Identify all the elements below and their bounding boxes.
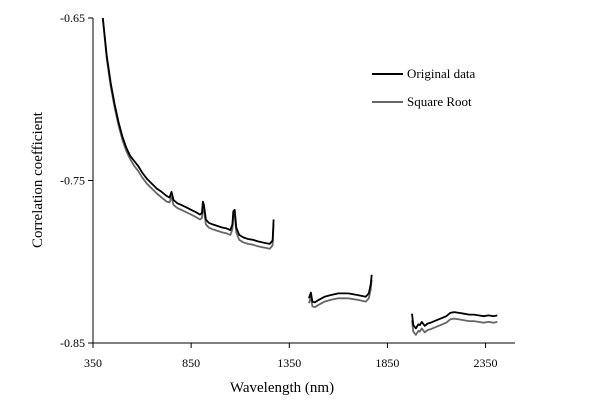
x-tick-label: 350 [84, 356, 102, 370]
y-tick-label: -0.75 [60, 174, 85, 188]
series-line-square-root [411, 317, 498, 336]
y-tick-label: -0.85 [60, 336, 85, 350]
series-line-square-root [101, 17, 275, 250]
y-axis-ticks: -0.65 -0.75 -0.85 [60, 11, 93, 350]
x-axis-title: Wavelength (nm) [230, 380, 334, 396]
x-axis-ticks: 350 850 1350 1850 2350 [84, 343, 498, 370]
x-tick-label: 1350 [277, 356, 301, 370]
legend-label-original: Original data [407, 66, 475, 81]
series-line-original-data [101, 17, 275, 245]
y-axis-title: Correlation coefficient [30, 111, 46, 248]
x-tick-label: 850 [182, 356, 200, 370]
y-tick-label: -0.65 [60, 11, 85, 25]
legend: Original data Square Root [372, 66, 475, 109]
legend-label-square-root: Square Root [407, 94, 472, 109]
series-line-original-data [411, 311, 498, 330]
plot-area [101, 17, 498, 336]
x-tick-label: 2350 [474, 356, 498, 370]
x-tick-label: 1850 [375, 356, 399, 370]
series-line-original-data [308, 274, 373, 304]
series-line-square-root [308, 279, 373, 309]
